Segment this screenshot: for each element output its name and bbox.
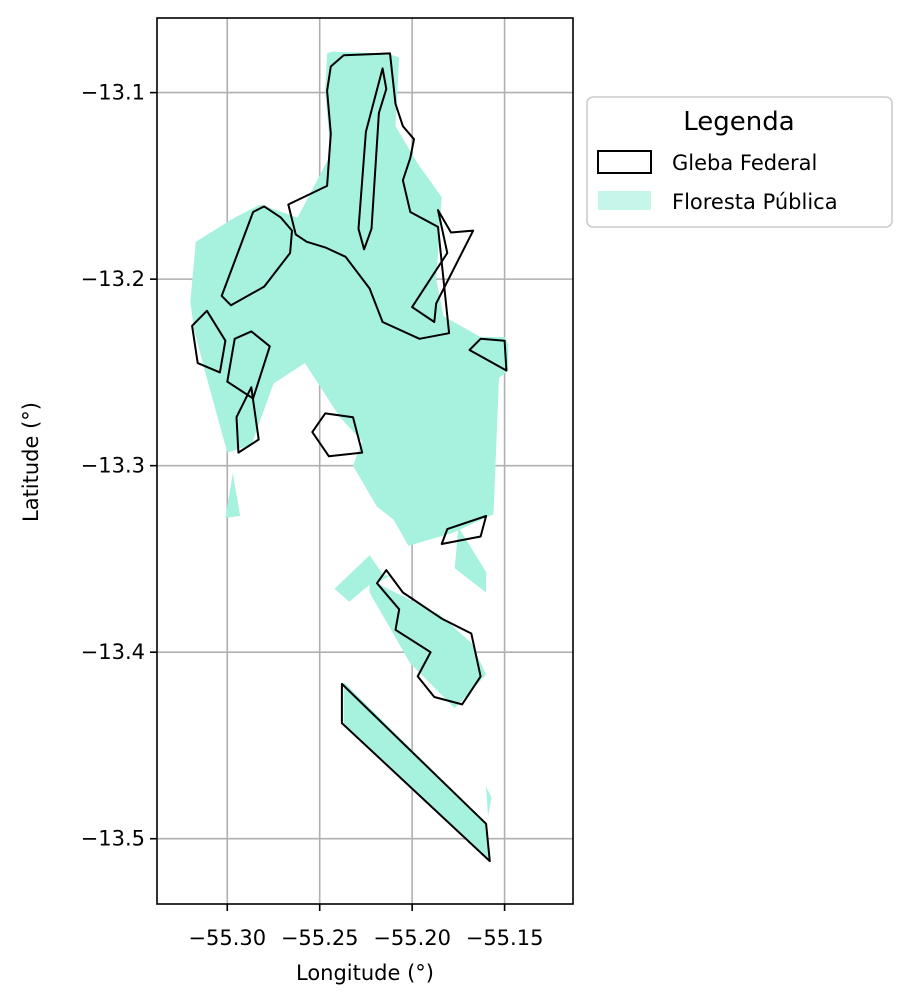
gleba-federal-layer: [191, 52, 508, 863]
x-tick-label: −55.30: [188, 926, 266, 950]
y-tick-label: −13.4: [81, 640, 145, 664]
x-tick-label: −55.25: [281, 926, 359, 950]
floresta-publica-polygon: [334, 555, 383, 602]
gleba-federal-polygon: [440, 515, 488, 545]
x-tick-label: −55.15: [466, 926, 544, 950]
y-tick-label: −13.2: [81, 267, 145, 291]
y-axis-title: Latitude (°): [19, 402, 43, 522]
legend-title: Legenda: [683, 107, 794, 137]
gleba-federal-polygon: [468, 337, 508, 372]
floresta-publica-layer: [190, 51, 509, 862]
x-tick-label: −55.20: [373, 926, 451, 950]
gleba-federal-polygon: [226, 330, 271, 400]
gleba-federal-polygon: [376, 569, 482, 706]
gleba-federal-polygon: [220, 205, 293, 307]
y-axis-ticks: −13.1 −13.2 −13.3 −13.4 −13.5: [81, 81, 157, 851]
gleba-federal-polygon: [357, 67, 388, 251]
legend-swatch-gleba-federal: [597, 150, 652, 174]
x-axis-ticks: −55.30 −55.25 −55.20 −55.15: [188, 904, 543, 950]
legend-label-floresta-publica: Floresta Pública: [672, 190, 838, 214]
y-tick-label: −13.1: [81, 81, 145, 105]
legend-swatch-floresta-publica: [598, 191, 651, 210]
y-tick-label: −13.3: [81, 454, 145, 478]
floresta-publica-polygon: [190, 51, 509, 546]
gleba-federal-polygon: [287, 52, 451, 340]
gleba-federal-polygon: [340, 682, 491, 863]
floresta-publica-polygon: [454, 527, 487, 593]
legend-frame: [586, 96, 893, 228]
floresta-publica-polygon: [486, 786, 492, 817]
gleba-federal-polygon: [191, 309, 227, 374]
gleba-federal-polygon: [411, 209, 475, 323]
y-tick-label: −13.5: [81, 827, 145, 851]
floresta-publica-polygon: [225, 473, 241, 518]
legend: Legenda Gleba Federal Floresta Pública: [586, 96, 893, 228]
plot-frame: [156, 17, 574, 905]
floresta-publica-polygon: [343, 682, 490, 862]
x-axis-title: Longitude (°): [296, 961, 434, 985]
legend-label-gleba-federal: Gleba Federal: [672, 151, 817, 175]
gleba-federal-polygon: [311, 412, 364, 458]
gleba-federal-polygon: [235, 386, 260, 454]
